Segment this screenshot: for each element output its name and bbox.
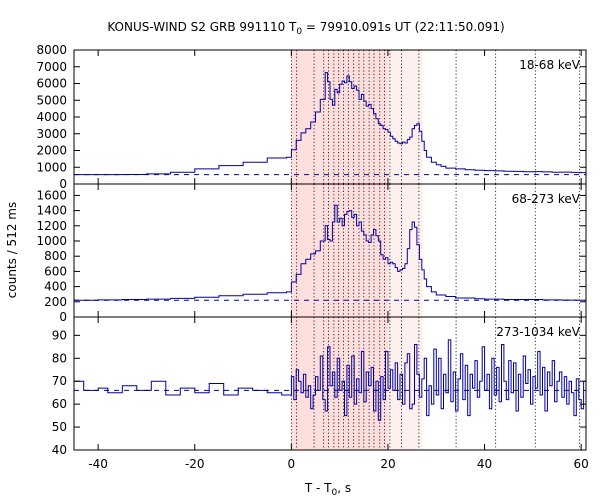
- y-tick-label: 400: [44, 280, 67, 294]
- shaded-region-inner: [291, 50, 388, 184]
- panel-3: 40 50 60 70 80 90 273-1034 keV: [52, 316, 587, 457]
- chart-title-prefix: KONUS-WIND S2 GRB 991110 T: [107, 20, 297, 34]
- y-tick-label: 90: [52, 328, 67, 342]
- y-tick-label: 800: [44, 249, 67, 263]
- lightcurve-series-2: [74, 204, 586, 301]
- x-tick-label: 40: [477, 457, 492, 471]
- y-tick-label: 8000: [36, 43, 67, 57]
- y-tick-label: 600: [44, 264, 67, 278]
- x-tick-label: -40: [88, 457, 108, 471]
- y-tick-label: 200: [44, 295, 67, 309]
- y-tick-label: 3000: [36, 127, 67, 141]
- x-tick-label: 0: [288, 457, 296, 471]
- y-tick-label: 1000: [36, 160, 67, 174]
- lightcurve-series-3: [74, 339, 586, 421]
- y-tick-label: 1400: [36, 204, 67, 218]
- y-axis-label: counts / 512 ms: [5, 202, 19, 298]
- y-tick-label: 0: [59, 310, 67, 324]
- y-tick-label: 5000: [36, 93, 67, 107]
- panel-energy-label: 18-68 keV: [519, 58, 581, 72]
- y-tick-label: 50: [52, 420, 67, 434]
- y-tick-label: 1000: [36, 234, 67, 248]
- x-tick-label: 20: [380, 457, 395, 471]
- y-tick-label: 7000: [36, 60, 67, 74]
- x-axis-label-subscript: 0: [332, 488, 338, 498]
- y-tick-label: 60: [52, 397, 67, 411]
- y-tick-label: 40: [52, 443, 67, 457]
- x-axis-label-unit: , s: [337, 481, 351, 495]
- y-tick-label: 0: [59, 177, 67, 191]
- x-axis-label-main: T - T: [304, 481, 332, 495]
- panel-energy-label: 273-1034 keV: [496, 325, 580, 339]
- panel-energy-label: 68-273 keV: [512, 192, 581, 206]
- chart-title: KONUS-WIND S2 GRB 991110 T0 = 79910.091s…: [107, 20, 504, 37]
- y-tick-label: 6000: [36, 77, 67, 91]
- x-axis-label: T - T0, s: [304, 481, 351, 498]
- x-tick-label: -20: [185, 457, 205, 471]
- y-tick-label: 80: [52, 351, 67, 365]
- y-tick-label: 1600: [36, 188, 67, 202]
- y-tick-label: 1200: [36, 219, 67, 233]
- x-tick-label: 60: [574, 457, 589, 471]
- panel-frame: [73, 316, 587, 451]
- y-tick-label: 70: [52, 374, 67, 388]
- y-tick-label: 2000: [36, 144, 67, 158]
- panel-1: 0 1000 2000 3000 4000 5000 6000 7000 8000 18-68 k…: [36, 43, 587, 191]
- chart-title-subscript: 0: [296, 27, 302, 37]
- chart-title-suffix: = 79910.091s UT (22:11:50.091): [302, 20, 505, 34]
- y-tick-label: 4000: [36, 110, 67, 124]
- lightcurve-series-1: [74, 72, 586, 176]
- shaded-region-inner: [291, 184, 388, 317]
